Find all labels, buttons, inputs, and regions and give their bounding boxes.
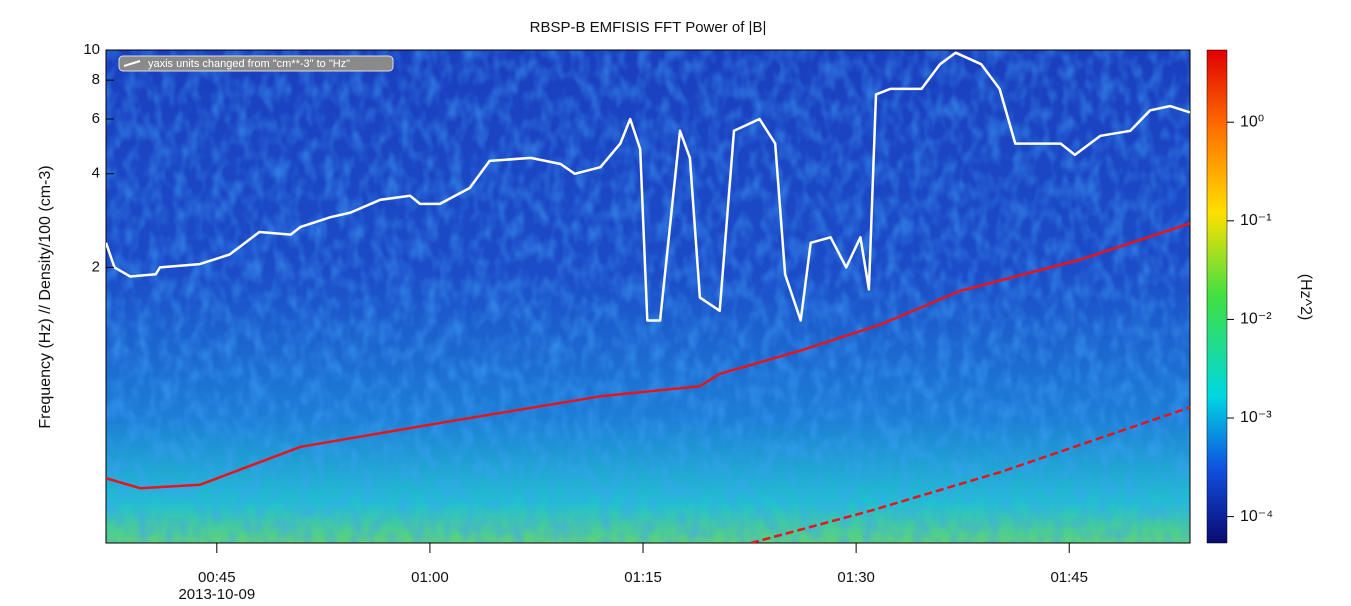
annotation: yaxis units changed from "cm**-3" to "Hz… xyxy=(148,58,350,70)
x-tick-label: 01:45 xyxy=(1050,569,1088,586)
chart-title: RBSP-B EMFISIS FFT Power of |B| xyxy=(530,19,767,36)
x-tick-label: 01:30 xyxy=(837,569,875,586)
y-tick-label: 2 xyxy=(92,258,100,275)
plot-frame xyxy=(105,49,1191,544)
colorbar-tick-label: 10⁻³ xyxy=(1240,409,1272,426)
colorbar-tick-label: 10⁻⁴ xyxy=(1240,508,1273,525)
x-tick-label: 01:15 xyxy=(624,569,662,586)
x-tick-label: 00:45 xyxy=(198,569,236,586)
y-tick-label: 6 xyxy=(92,110,100,127)
colorbar-label: (Hz^2) xyxy=(1297,274,1314,321)
y-axis-label: Frequency (Hz) // Density/100 (cm-3) xyxy=(37,165,54,428)
series-line xyxy=(106,222,1190,490)
colorbar xyxy=(1206,49,1228,544)
date-label: 2013-10-09 xyxy=(178,586,255,603)
annotation-icon xyxy=(123,60,141,67)
series-line xyxy=(750,406,1190,543)
annotation-box xyxy=(118,55,394,72)
spectrogram-texture xyxy=(106,50,1190,543)
series-line xyxy=(106,51,1190,322)
x-tick-label: 01:00 xyxy=(411,569,449,586)
y-tick-label: 8 xyxy=(92,71,100,88)
colorbar-tick-label: 10⁻¹ xyxy=(1240,212,1272,229)
colorbar-tick-label: 10⁰ xyxy=(1240,113,1264,130)
colorbar-tick-label: 10⁻² xyxy=(1240,311,1272,328)
y-tick-label: 10 xyxy=(83,41,100,58)
y-tick-label: 4 xyxy=(92,165,100,182)
